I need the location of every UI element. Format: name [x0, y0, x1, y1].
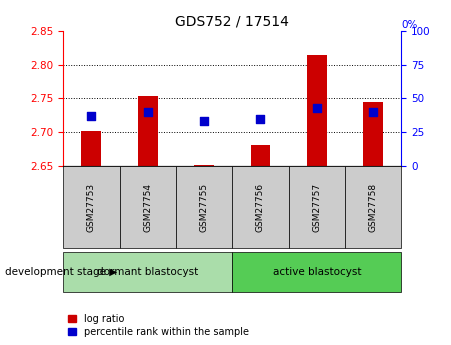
- Text: GSM27755: GSM27755: [200, 183, 208, 231]
- Text: GSM27753: GSM27753: [87, 183, 96, 231]
- Bar: [63, 166, 120, 248]
- Point: [257, 116, 264, 121]
- Text: GSM27757: GSM27757: [313, 183, 321, 231]
- Bar: [289, 166, 345, 248]
- Bar: [82, 131, 101, 166]
- Legend: log ratio, percentile rank within the sample: log ratio, percentile rank within the sa…: [68, 314, 249, 337]
- Bar: [364, 102, 383, 166]
- Bar: [307, 55, 327, 166]
- Point: [200, 118, 207, 124]
- Text: dormant blastocyst: dormant blastocyst: [97, 267, 198, 277]
- Text: GSM27758: GSM27758: [369, 183, 377, 231]
- Point: [144, 109, 152, 115]
- Bar: [138, 96, 157, 166]
- Bar: [232, 252, 401, 292]
- Point: [313, 105, 320, 110]
- Point: [88, 113, 95, 119]
- Bar: [251, 145, 270, 166]
- Bar: [63, 252, 232, 292]
- Point: [370, 109, 377, 115]
- Bar: [345, 166, 401, 248]
- Bar: [176, 166, 232, 248]
- Text: GSM27756: GSM27756: [256, 183, 265, 231]
- Text: GSM27754: GSM27754: [143, 183, 152, 231]
- Bar: [120, 166, 176, 248]
- Text: active blastocyst: active blastocyst: [272, 267, 361, 277]
- Text: 0%: 0%: [401, 20, 418, 30]
- Text: development stage ▶: development stage ▶: [5, 267, 117, 277]
- Title: GDS752 / 17514: GDS752 / 17514: [175, 14, 289, 29]
- Bar: [194, 165, 214, 166]
- Bar: [232, 166, 289, 248]
